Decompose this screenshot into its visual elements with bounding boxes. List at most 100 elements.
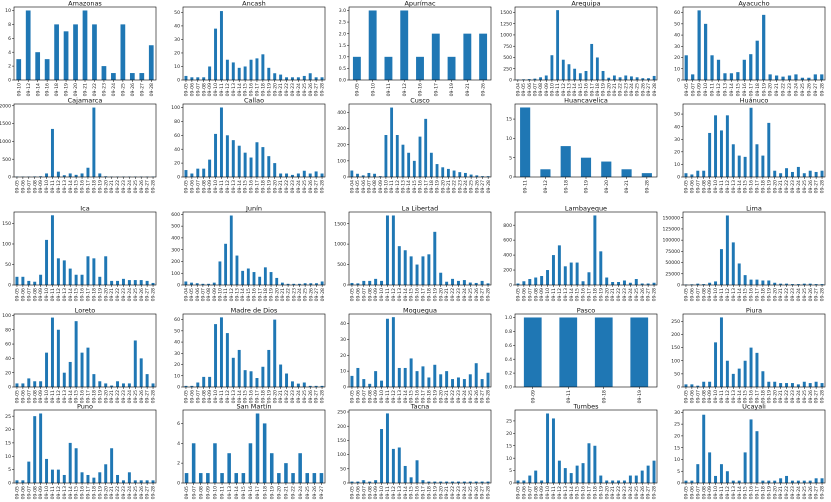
x-tick-label: 09-28 <box>820 180 826 193</box>
bar <box>368 383 372 387</box>
x-tick-label: 09-26 <box>308 180 314 193</box>
bar <box>208 66 212 80</box>
x-tick-label: 09-25 <box>469 180 475 193</box>
x-tick-label: 09-11 <box>566 390 572 403</box>
x-tick-label: 09-23 <box>102 83 108 96</box>
bar <box>50 317 54 387</box>
x-tick-label: 09-26 <box>474 390 480 403</box>
bar <box>447 56 456 80</box>
bar <box>737 480 741 483</box>
bar <box>267 156 271 177</box>
bar <box>104 383 108 387</box>
y-tick-label: 20 <box>5 427 11 433</box>
bar <box>802 283 806 285</box>
bar <box>56 329 60 387</box>
bar <box>98 381 102 387</box>
bar <box>412 160 416 177</box>
x-tick-label: 09-20 <box>272 180 278 193</box>
x-tick-label: 09-07 <box>361 390 367 403</box>
bar <box>133 340 137 387</box>
x-tick-label: 09-19 <box>269 486 275 499</box>
x-tick-label: 09-27 <box>813 83 819 96</box>
x-tick-label: 09-14 <box>737 288 743 301</box>
y-tick-label: 25000 <box>665 271 680 277</box>
bar <box>441 167 445 177</box>
bar <box>575 262 579 285</box>
bar <box>605 277 609 285</box>
x-tick-label: 09-07 <box>195 390 201 403</box>
axes-frame <box>182 103 326 178</box>
x-tick-label: 09-19 <box>766 288 772 301</box>
bar <box>220 473 224 483</box>
x-tick-label: 09-17 <box>421 486 427 499</box>
x-tick-label: 09-06 <box>689 180 695 193</box>
bar <box>522 281 526 285</box>
x-tick-label: 09-19 <box>269 288 275 301</box>
y-tick-label: 10 <box>674 66 680 72</box>
x-tick-label: 09-14 <box>737 180 743 193</box>
y-tick-label: 20 <box>174 51 180 57</box>
bar <box>273 73 277 80</box>
bar <box>373 173 376 177</box>
bar <box>145 374 149 387</box>
bar <box>773 381 777 387</box>
bar <box>350 375 354 387</box>
y-tick-label: 2 <box>8 64 11 70</box>
bar <box>285 373 289 387</box>
x-tick-label: 09-17 <box>587 288 593 301</box>
x-tick-label: 09-20 <box>272 390 278 403</box>
bar <box>231 140 235 177</box>
y-tick-label: 1250 <box>500 21 512 27</box>
x-tick-label: 09-10 <box>44 486 50 499</box>
x-tick-label: 09-07 <box>695 180 701 193</box>
x-tick-label: 09-25 <box>133 486 139 499</box>
axes-frame <box>182 313 326 388</box>
bar <box>528 279 532 285</box>
bar <box>243 152 247 177</box>
x-tick-label: 09-07 <box>195 83 201 96</box>
x-tick-label: 09-07 <box>361 486 367 499</box>
bar <box>647 78 650 80</box>
x-tick-label: 09-24 <box>111 83 117 96</box>
y-tick-label: 10 <box>5 454 11 460</box>
x-tick-label: 09-10 <box>713 390 719 403</box>
x-tick-label: 09-28 <box>820 486 826 499</box>
y-tick-label: 3.0 <box>339 8 346 14</box>
x-tick-label: 09-07 <box>191 486 197 499</box>
x-tick-label: 09-06 <box>689 486 695 499</box>
x-tick-label: 09-19 <box>266 390 272 403</box>
bar <box>601 161 612 177</box>
x-tick-label: 09-19 <box>64 83 70 96</box>
bar <box>749 279 753 285</box>
x-tick-label: 09-24 <box>462 288 468 301</box>
bar <box>56 171 60 177</box>
x-tick-label: 09-21 <box>778 180 784 193</box>
x-tick-label: 09-24 <box>796 180 802 193</box>
x-tick-label: 09-07 <box>361 288 367 301</box>
x-tick-label: 09-27 <box>145 180 151 193</box>
bar <box>33 416 37 483</box>
bar <box>464 172 467 177</box>
x-tick-label: 09-14 <box>68 486 74 499</box>
bar <box>184 473 189 483</box>
bar <box>696 170 700 177</box>
x-tick-label: 09-08 <box>372 180 378 193</box>
y-tick-label: 60 <box>674 10 680 16</box>
x-tick-label: 09-27 <box>814 288 820 301</box>
bar <box>235 255 239 285</box>
x-tick-label: 09-16 <box>80 288 86 301</box>
bar <box>21 383 25 387</box>
x-tick-label: 09-11 <box>219 83 225 96</box>
bar <box>62 372 66 387</box>
bar <box>622 480 626 483</box>
bar <box>45 173 49 177</box>
bar <box>362 379 366 387</box>
bar <box>121 383 125 387</box>
x-tick-label: 09-13 <box>231 390 237 403</box>
bar <box>551 255 555 285</box>
axes-frame <box>514 409 658 484</box>
x-tick-label: 09-13 <box>401 180 407 193</box>
x-tick-label: 09-10 <box>44 288 50 301</box>
